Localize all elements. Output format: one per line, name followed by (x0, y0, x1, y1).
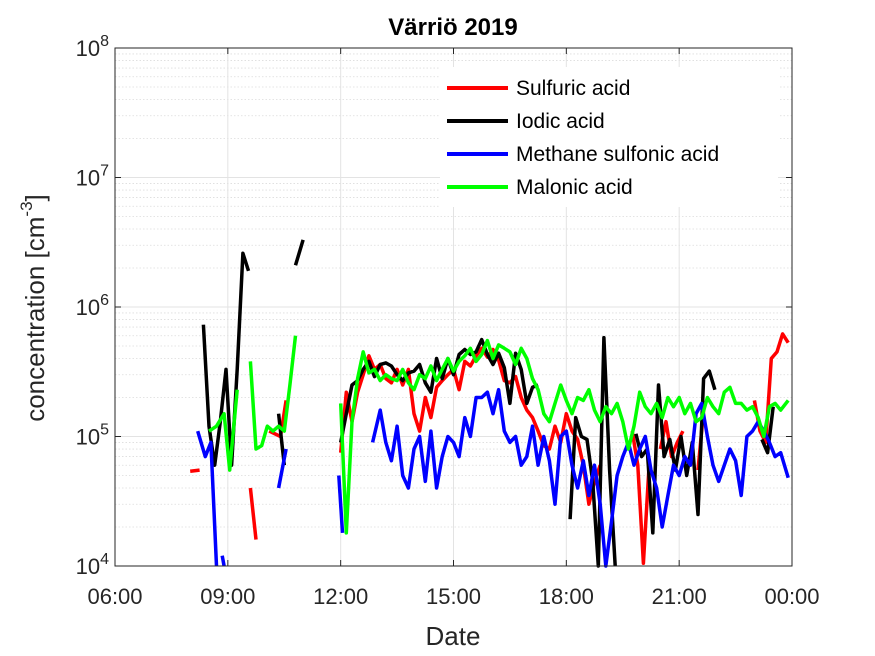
y-tick-label: 105 (76, 422, 109, 450)
x-tick-labels: 06:00 09:00 12:00 15:00 18:00 21:00 00:00 (87, 584, 819, 609)
series-line-iodic-acid (760, 406, 775, 455)
y-tick-base: 10 (76, 554, 100, 579)
series-line-malonic-acid (248, 335, 298, 451)
legend-items: Sulfuric acid Iodic acid Methane sulfonic … (447, 77, 719, 199)
legend-label-sulfuric-acid: Sulfuric acid (516, 77, 630, 100)
x-tick-label: 15:00 (426, 584, 481, 609)
x-axis-label: Date (426, 621, 481, 651)
y-tick-base: 10 (76, 36, 100, 61)
series-layer (189, 239, 790, 568)
x-tick-label: 12:00 (313, 584, 368, 609)
series-line-methane-sulfonic-acid (337, 475, 345, 534)
series-line-sulfuric-acid (189, 468, 200, 473)
legend-label-methane-sulfonic-acid: Methane sulfonic acid (516, 143, 719, 166)
y-tick-label: 104 (76, 551, 109, 579)
series-line-iodic-acid (201, 251, 251, 467)
series-line-iodic-acid (338, 337, 539, 443)
legend: Sulfuric acid Iodic acid Methane sulfonic … (440, 67, 778, 207)
series-line-methane-sulfonic-acid (196, 430, 219, 567)
x-tick-label: 09:00 (200, 584, 255, 609)
series-line-malonic-acid (338, 338, 790, 535)
legend-item-methane-sulfonic-acid: Methane sulfonic acid (447, 143, 719, 166)
series-line-sulfuric-acid (248, 487, 258, 540)
y-tick-exponent: 7 (100, 163, 109, 180)
y-tick-base: 10 (76, 295, 100, 320)
y-tick-exponent: 5 (100, 422, 109, 439)
y-tick-base: 10 (76, 166, 100, 191)
y-axis-label-close: ] (20, 194, 50, 201)
series-line-iodic-acid (293, 239, 305, 266)
series-line-methane-sulfonic-acid (220, 555, 226, 567)
series-line-sulfuric-acid (752, 332, 790, 445)
series-line-sulfuric-acid (338, 346, 602, 506)
y-axis-label-exp: -3 (17, 201, 36, 216)
series-methane-sulfonic-acid (196, 387, 790, 568)
series-line-methane-sulfonic-acid (276, 448, 288, 489)
x-tick-label: 06:00 (87, 584, 142, 609)
y-tick-exponent: 8 (100, 33, 109, 50)
series-line-sulfuric-acid (630, 430, 651, 566)
series-line-methane-sulfonic-acid (370, 387, 790, 568)
series-line-malonic-acid (208, 389, 239, 472)
y-tick-exponent: 4 (100, 551, 109, 568)
y-axis-label: concentration [cm-3] (17, 194, 50, 422)
legend-item-iodic-acid: Iodic acid (447, 110, 605, 133)
x-tick-label: 00:00 (764, 584, 819, 609)
y-tick-exponent: 6 (100, 292, 109, 309)
x-tick-label: 21:00 (652, 584, 707, 609)
legend-label-iodic-acid: Iodic acid (516, 110, 605, 133)
legend-item-malonic-acid: Malonic acid (447, 176, 633, 199)
legend-item-sulfuric-acid: Sulfuric acid (447, 77, 630, 100)
y-tick-base: 10 (76, 425, 100, 450)
y-tick-label: 107 (76, 163, 109, 191)
axis-ticks (114, 47, 793, 567)
series-malonic-acid (208, 335, 790, 535)
y-axis-label-base: concentration [cm (20, 217, 50, 422)
legend-box (440, 67, 778, 207)
x-tick-label: 18:00 (539, 584, 594, 609)
legend-label-malonic-acid: Malonic acid (516, 176, 633, 199)
y-tick-label: 106 (76, 292, 109, 320)
y-tick-label: 108 (76, 33, 109, 61)
chart-title: Värriö 2019 (388, 14, 517, 41)
